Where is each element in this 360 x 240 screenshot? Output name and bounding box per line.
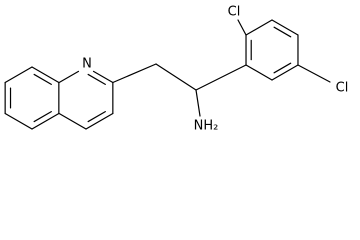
bond xyxy=(33,73,52,85)
bond xyxy=(195,64,247,91)
bond xyxy=(245,19,273,36)
bond xyxy=(87,111,106,123)
bond xyxy=(112,63,157,84)
atom-label-chlorine: Cl xyxy=(228,5,241,20)
bond xyxy=(4,112,33,130)
bond xyxy=(297,64,331,83)
bond xyxy=(31,112,60,130)
atom-label-amine: NH₂ xyxy=(194,119,219,134)
bond xyxy=(273,62,292,74)
bond xyxy=(273,26,292,38)
atom-label-chlorine: Cl xyxy=(336,81,349,96)
bond xyxy=(31,66,60,84)
bond xyxy=(195,89,201,117)
bond xyxy=(58,112,87,130)
bond xyxy=(271,19,299,36)
bond xyxy=(4,66,33,84)
bond xyxy=(92,70,114,84)
bonds xyxy=(4,19,331,130)
bond xyxy=(237,19,247,36)
molecule-diagram: N Cl Cl NH₂ xyxy=(4,5,349,134)
bond xyxy=(155,63,197,91)
bond xyxy=(87,73,106,85)
bond xyxy=(85,112,114,130)
bond xyxy=(271,64,299,81)
bond xyxy=(58,70,80,84)
atom-label-nitrogen: N xyxy=(82,57,92,72)
bond xyxy=(245,64,273,81)
bond xyxy=(33,111,52,123)
